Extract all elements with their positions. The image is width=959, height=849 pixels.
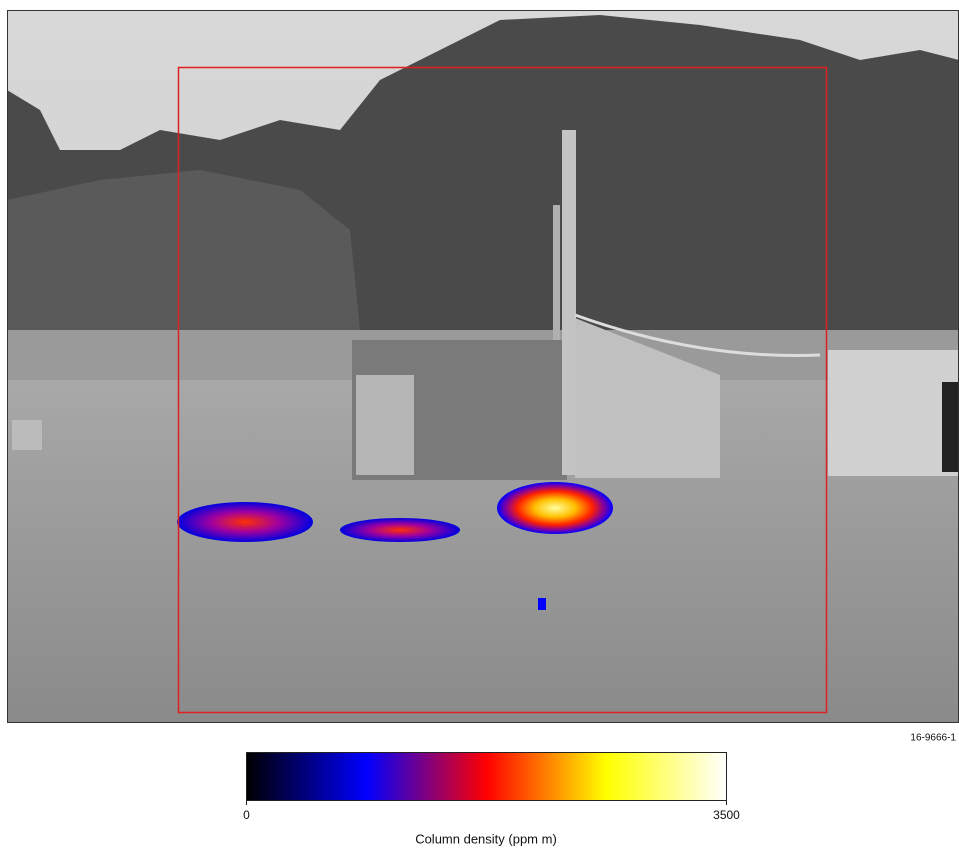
tick-label: 3500 (713, 808, 740, 822)
region-box (177, 66, 828, 714)
photo (7, 10, 959, 723)
colorbar (246, 752, 727, 801)
figure-id: 16-9666-1 (910, 733, 956, 744)
gas-plume (177, 482, 613, 610)
tick-label: 0 (243, 808, 250, 822)
colorbar-label: Column density (ppm m) (415, 831, 557, 846)
